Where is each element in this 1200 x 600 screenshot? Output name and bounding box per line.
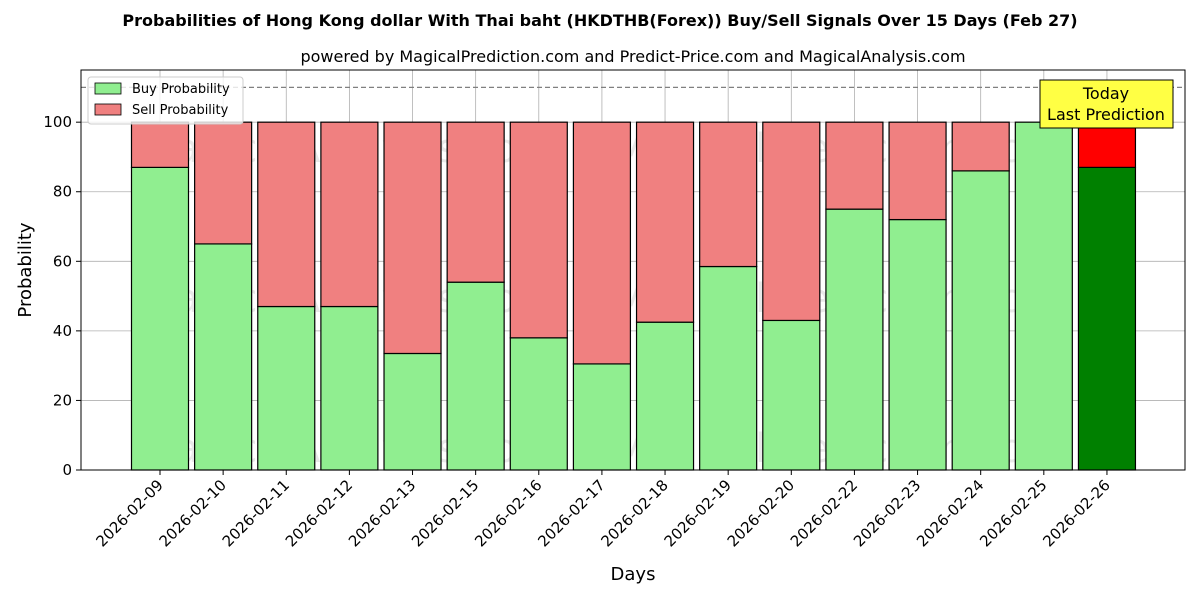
sell-bar: [951, 121, 1010, 172]
x-tick-label: 2026-02-15: [408, 476, 482, 550]
sell-bar: [320, 121, 379, 308]
y-tick-label: 20: [53, 391, 72, 409]
today-annotation: Today Last Prediction: [1039, 79, 1174, 129]
sell-bar: [699, 121, 758, 268]
x-axis-label: Days: [611, 564, 656, 585]
x-tick-label: 2026-02-24: [913, 476, 987, 550]
x-tick-label: 2026-02-23: [850, 476, 924, 550]
x-tick-label: 2026-02-12: [282, 476, 356, 550]
x-tick-label: 2026-02-20: [724, 476, 798, 550]
legend-label-buy: Buy Probability: [132, 82, 230, 97]
buy-bar: [320, 305, 379, 471]
x-tick-label: 2026-02-22: [787, 476, 861, 550]
sell-bar: [572, 121, 632, 365]
buy-bar: [1014, 121, 1073, 471]
sell-bar: [194, 121, 253, 245]
sell-bar: [130, 121, 190, 168]
bars: [130, 121, 1137, 471]
today-annotation-box: [1039, 79, 1174, 129]
buy-bar: [635, 321, 695, 471]
y-axis-label: Probability: [15, 222, 36, 317]
buy-bar: [446, 281, 505, 471]
legend-swatch-buy: [94, 82, 122, 95]
x-tick-label: 2026-02-16: [471, 476, 545, 550]
sell-bar: [509, 121, 568, 339]
legend-swatch-sell: [94, 103, 122, 116]
legend-box: [87, 76, 244, 125]
x-axis-ticks: 2026-02-092026-02-102026-02-112026-02-12…: [92, 470, 1114, 550]
buy-bar: [951, 170, 1010, 471]
buy-bar: [699, 265, 758, 471]
y-tick-label: 60: [53, 252, 72, 270]
x-tick-label: 2026-02-19: [661, 476, 735, 550]
x-tick-label: 2026-02-09: [92, 476, 166, 550]
buy-bar: [762, 319, 821, 471]
chart-subtitle: powered by MagicalPrediction.com and Pre…: [300, 47, 965, 66]
sell-bar: [825, 121, 884, 210]
sell-bar: [383, 121, 442, 355]
y-tick-label: 100: [43, 113, 72, 131]
buy-bar: [825, 208, 884, 471]
today-annotation-line1: Today: [1082, 84, 1129, 103]
buy-bar: [383, 352, 442, 471]
x-tick-label: 2026-02-10: [156, 476, 230, 550]
buy-bar: [194, 243, 253, 471]
sell-bar: [446, 121, 505, 283]
sell-bar: [888, 121, 947, 221]
y-tick-label: 40: [53, 322, 72, 340]
plot-frame: [80, 69, 1186, 471]
chart-title: Probabilities of Hong Kong dollar With T…: [122, 11, 1077, 30]
x-tick-label: 2026-02-13: [345, 476, 419, 550]
buy-bar: [509, 337, 568, 471]
y-tick-label: 80: [53, 183, 72, 201]
y-tick-label: 0: [62, 461, 72, 479]
sell-bar: [257, 121, 316, 308]
x-tick-label: 2026-02-18: [597, 476, 671, 550]
sell-bar: [762, 121, 821, 322]
y-axis-ticks: 0 20 40 60 80 100: [43, 113, 81, 479]
buy-bar: [572, 363, 632, 471]
sell-bar: [635, 121, 695, 323]
x-tick-label: 2026-02-25: [976, 476, 1050, 550]
buy-bar: [257, 305, 316, 471]
buy-bar: [1077, 166, 1137, 471]
today-annotation-line2: Last Prediction: [1047, 105, 1165, 124]
legend-label-sell: Sell Probability: [132, 103, 229, 118]
x-tick-label: 2026-02-11: [219, 476, 293, 550]
legend: Buy Probability Sell Probability: [87, 76, 244, 125]
buy-bar: [130, 166, 190, 471]
x-tick-label: 2026-02-17: [534, 476, 608, 550]
sell-bar: [1077, 121, 1137, 168]
buy-bar: [888, 218, 947, 471]
x-tick-label: 2026-02-26: [1039, 476, 1113, 550]
